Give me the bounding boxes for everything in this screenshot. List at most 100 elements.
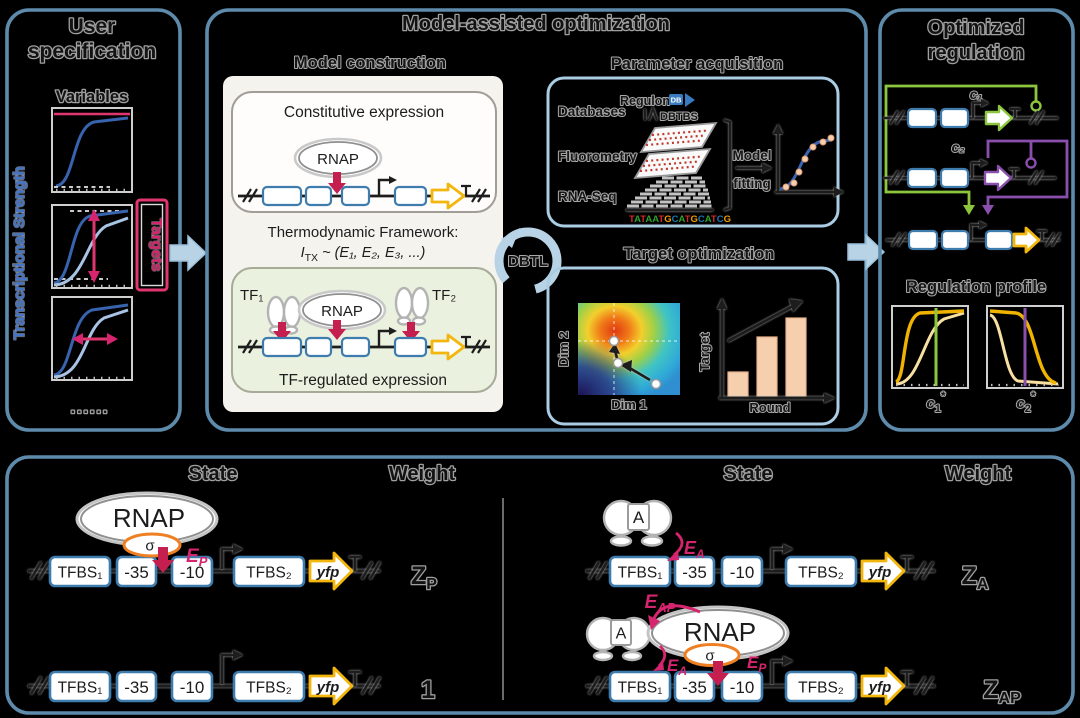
- rnap-label: RNAP: [684, 617, 756, 647]
- ep-energy-label: EP: [186, 546, 208, 569]
- minus35-box: [115, 555, 158, 588]
- c1-wire-arrowhead: [963, 205, 975, 215]
- dim1-axis-label: Dim 1: [611, 397, 646, 412]
- sigma-label: σ: [705, 648, 715, 665]
- state-row-activator-rnap: TFBS₁ -35 -10 TFBS₂ yfp A RNAP σ EAP EA …: [585, 592, 1022, 708]
- tfbs1-box: [608, 670, 672, 703]
- tf-regulated-label: TF-regulated expression: [279, 372, 447, 389]
- yfp-label: yfp: [868, 679, 892, 696]
- range-arrow-down: [88, 271, 100, 283]
- minus35-label: -35: [124, 563, 149, 582]
- dim2-axis-label: Dim 2: [556, 331, 571, 366]
- ep-energy-label: EP: [747, 653, 767, 675]
- promoter-arrowhead: [980, 159, 988, 167]
- yfp-arrow-icon: [308, 666, 354, 706]
- tf-regulated-expression-box: TF₁ RNAP TF₂ TF-regulated ex: [231, 267, 497, 393]
- fit-curve: [779, 138, 833, 191]
- profile-plot-c1: [891, 305, 969, 389]
- ea-energy-label: EA: [684, 538, 705, 561]
- panel-border: [878, 8, 1075, 432]
- promoter-icon: [970, 161, 981, 178]
- plot-frame: [51, 204, 133, 289]
- c2-molecule-icon: [1025, 157, 1037, 169]
- minus35-box: [115, 670, 158, 703]
- dna-break-icon: [587, 561, 609, 580]
- c2-label: c₂: [951, 139, 964, 155]
- optimized-curve: [894, 309, 965, 384]
- terminator-icon: [1010, 107, 1020, 118]
- minus10-box: [720, 670, 764, 703]
- panel-title-line1: User: [69, 15, 116, 38]
- terminator-icon: [1009, 167, 1019, 178]
- dbtl-ring: [494, 227, 562, 295]
- activator-label: A: [633, 508, 645, 527]
- c1-feedback-wire: [884, 84, 1038, 205]
- fit-plot: [773, 124, 844, 197]
- minus10-label: -10: [730, 563, 755, 582]
- terminator-icon: [901, 670, 913, 686]
- minus10-box: [170, 670, 214, 703]
- fitting-arrow: [736, 163, 772, 173]
- constitutive-gene-construct: [238, 176, 490, 210]
- weight-header-left: Weight: [389, 463, 456, 485]
- heatmap-dark-corner: [578, 303, 680, 395]
- microplates-icon: [633, 121, 718, 180]
- gene-part-box: [393, 336, 428, 358]
- gene-part-box: [393, 185, 428, 207]
- constitutive-label: Constitutive expression: [284, 104, 444, 121]
- promoter-icon: [971, 101, 982, 118]
- dna-break-icon: [360, 561, 382, 580]
- dna-break-icon: [913, 676, 935, 695]
- panel-title-line2: regulation: [928, 42, 1025, 64]
- promoter-arrowhead: [783, 544, 793, 554]
- minus35-box: [673, 670, 716, 703]
- tfbs1-label: TFBS₁: [58, 565, 103, 582]
- weight-header-right: Weight: [945, 463, 1012, 485]
- tfbs1-box: [48, 555, 112, 588]
- panel-border: [5, 8, 182, 432]
- minus10-box: [170, 555, 214, 588]
- minus35-box: [673, 555, 716, 588]
- tfbs2-label: TFBS₂: [798, 680, 844, 697]
- bar-round-2: [756, 336, 778, 399]
- panel-border: [205, 8, 868, 432]
- tfbs2-box: [232, 670, 306, 703]
- panel-title-line2: specification: [28, 40, 156, 63]
- initial-curve: [895, 311, 965, 386]
- panel-user-specification: User specification Variables Transcripti…: [5, 8, 182, 432]
- round-axis-label: Round: [749, 400, 790, 415]
- gene-part-box: [340, 185, 371, 207]
- dna-break-icon: [360, 676, 382, 695]
- gene-part-box: [340, 336, 371, 358]
- c1-label: c₁: [970, 86, 983, 102]
- promoter-icon: [377, 329, 390, 347]
- gene-part-box: [984, 229, 1014, 251]
- thermodynamic-framework-label: Thermodynamic Framework:: [268, 224, 459, 241]
- bar-round-1: [727, 371, 749, 399]
- profile-plot-c2: [986, 305, 1064, 389]
- variables-plot-3: [51, 296, 133, 381]
- dna-break-icon: [29, 561, 51, 580]
- sigmoid-curve-light: [53, 308, 129, 379]
- panel-optimized-regulation: Optimized regulation c₁ c₂: [878, 8, 1075, 432]
- gene-cds-arrow-icon: [430, 333, 466, 361]
- c2-wire-arrowhead: [982, 205, 994, 215]
- gene-part-box: [261, 185, 303, 207]
- targets-box-inner: [140, 203, 164, 287]
- circuit-2-construct: [884, 159, 1056, 192]
- tfbs1-box: [608, 555, 672, 588]
- sigmoid-curve-light: [53, 216, 129, 287]
- ellipsis-dots: ......: [71, 400, 110, 417]
- sigma-label: σ: [145, 538, 155, 555]
- tf-regulated-box: [231, 267, 497, 393]
- round-bar-chart: Target Round: [696, 298, 835, 416]
- variables-label: Variables: [56, 88, 128, 106]
- trend-arrow: [727, 304, 794, 343]
- promoter-icon: [770, 547, 784, 569]
- promoter-arrowhead: [979, 221, 987, 229]
- minus35-label: -35: [682, 563, 707, 582]
- activator-complex-icon: A: [585, 616, 652, 662]
- model-fitting-line1: Model: [733, 148, 772, 163]
- model-construction-label: Model construction: [294, 54, 446, 72]
- promoter-icon: [969, 223, 980, 240]
